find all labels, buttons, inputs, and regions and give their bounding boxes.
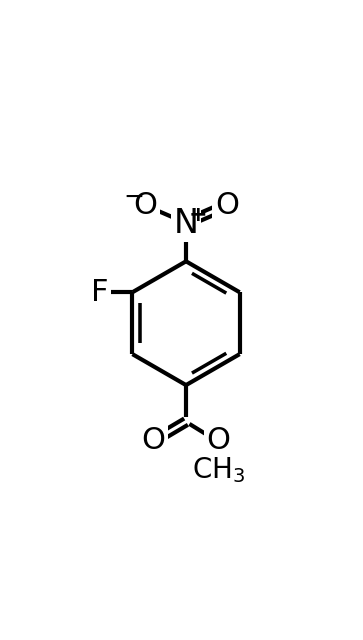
- Text: F: F: [91, 278, 109, 307]
- Text: O: O: [142, 426, 166, 455]
- Text: +: +: [188, 205, 207, 225]
- Text: O: O: [133, 191, 157, 220]
- Text: CH$_3$: CH$_3$: [192, 456, 245, 485]
- Text: −: −: [123, 184, 144, 209]
- Text: N: N: [174, 207, 199, 240]
- Text: O: O: [207, 426, 231, 455]
- Text: O: O: [215, 191, 239, 220]
